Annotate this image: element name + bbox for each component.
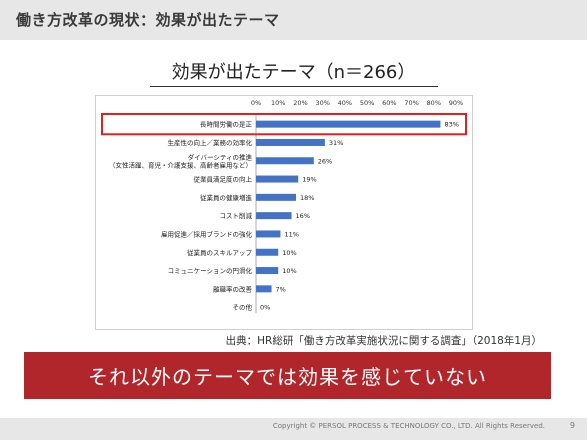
x-tick-label: 70% bbox=[404, 99, 418, 107]
bar bbox=[256, 193, 296, 201]
bar-value-label: 10% bbox=[282, 267, 296, 275]
category-label: 従業員満足度の向上 bbox=[194, 175, 253, 184]
highlight-box bbox=[101, 113, 467, 136]
bar-value-label: 16% bbox=[296, 212, 310, 220]
bar-value-label: 0% bbox=[260, 304, 270, 312]
source-note: 出典：HR総研「働き方改革実施状況に関する調査」（2018年1月） bbox=[225, 335, 542, 347]
effect-themes-bar-chart: 0% 10% 20% 30% 40% 50% 60% 70% 80% 90% 長時間労働の是正 83%… bbox=[101, 99, 467, 314]
bar-value-label: 10% bbox=[282, 249, 296, 257]
chart-frame: 0% 10% 20% 30% 40% 50% 60% 70% 80% 90% 長時間労働の是正 83%… bbox=[95, 95, 473, 330]
category-label: 従業員の健康増進 bbox=[200, 193, 253, 202]
category-label: 雇用促進／採用ブランドの強化 bbox=[161, 229, 253, 238]
bar-value-label: 26% bbox=[318, 157, 332, 165]
category-label: 従業員のスキルアップ bbox=[187, 248, 253, 257]
bar-value-label: 11% bbox=[284, 230, 298, 238]
bar-value-label: 31% bbox=[329, 139, 343, 147]
category-label: コスト削減 bbox=[220, 211, 253, 220]
bar bbox=[256, 157, 314, 165]
category-label: ダイバーシティの推進 bbox=[188, 152, 253, 161]
subtitle-underline bbox=[150, 86, 438, 87]
x-tick-label: 60% bbox=[382, 99, 396, 107]
category-label: その他 bbox=[233, 303, 253, 312]
bar bbox=[256, 230, 281, 238]
conclusion-banner: それ以外のテーマでは効果を感じていない bbox=[24, 352, 551, 399]
bar-value-label: 18% bbox=[300, 194, 314, 202]
x-tick-label: 80% bbox=[427, 99, 441, 107]
bar bbox=[256, 285, 272, 293]
x-tick-label: 30% bbox=[315, 99, 329, 107]
bar-value-label: 83% bbox=[444, 121, 458, 129]
bar bbox=[256, 212, 292, 220]
x-tick-label: 0% bbox=[251, 99, 261, 107]
category-label: 生産性の向上／業務の効率化 bbox=[168, 138, 253, 147]
bar-value-label: 7% bbox=[276, 285, 286, 293]
x-tick-label: 10% bbox=[271, 99, 285, 107]
bar bbox=[256, 138, 325, 146]
category-label: 離職率の改善 bbox=[213, 284, 253, 293]
x-tick-label: 40% bbox=[338, 99, 352, 107]
bar-value-label: 19% bbox=[302, 176, 316, 184]
conclusion-text: それ以外のテーマでは効果を感じていない bbox=[88, 365, 487, 389]
category-label: 長時間労働の是正 bbox=[200, 120, 253, 129]
page-number: 9 bbox=[569, 421, 575, 430]
category-label: コミュニケーションの円滑化 bbox=[168, 266, 253, 275]
bar bbox=[256, 175, 299, 183]
bar bbox=[256, 267, 279, 275]
bar bbox=[256, 120, 441, 128]
x-tick-label: 90% bbox=[449, 99, 463, 107]
category-label: （女性活躍、育児・介護支援、高齢者雇用など） bbox=[109, 160, 252, 169]
chart-subtitle: 効果が出たテーマ（n＝266） bbox=[171, 62, 416, 83]
page-title: 働き方改革の現状：効果が出たテーマ bbox=[16, 11, 280, 29]
x-tick-label: 20% bbox=[293, 99, 307, 107]
copyright-text: Copyright © PERSOL PROCESS & TECHNOLOGY … bbox=[272, 422, 545, 430]
x-tick-label: 50% bbox=[360, 99, 374, 107]
bar bbox=[256, 248, 279, 256]
footer-bar: Copyright © PERSOL PROCESS & TECHNOLOGY … bbox=[0, 418, 587, 440]
slide-header: 働き方改革の現状：効果が出たテーマ bbox=[0, 0, 587, 40]
